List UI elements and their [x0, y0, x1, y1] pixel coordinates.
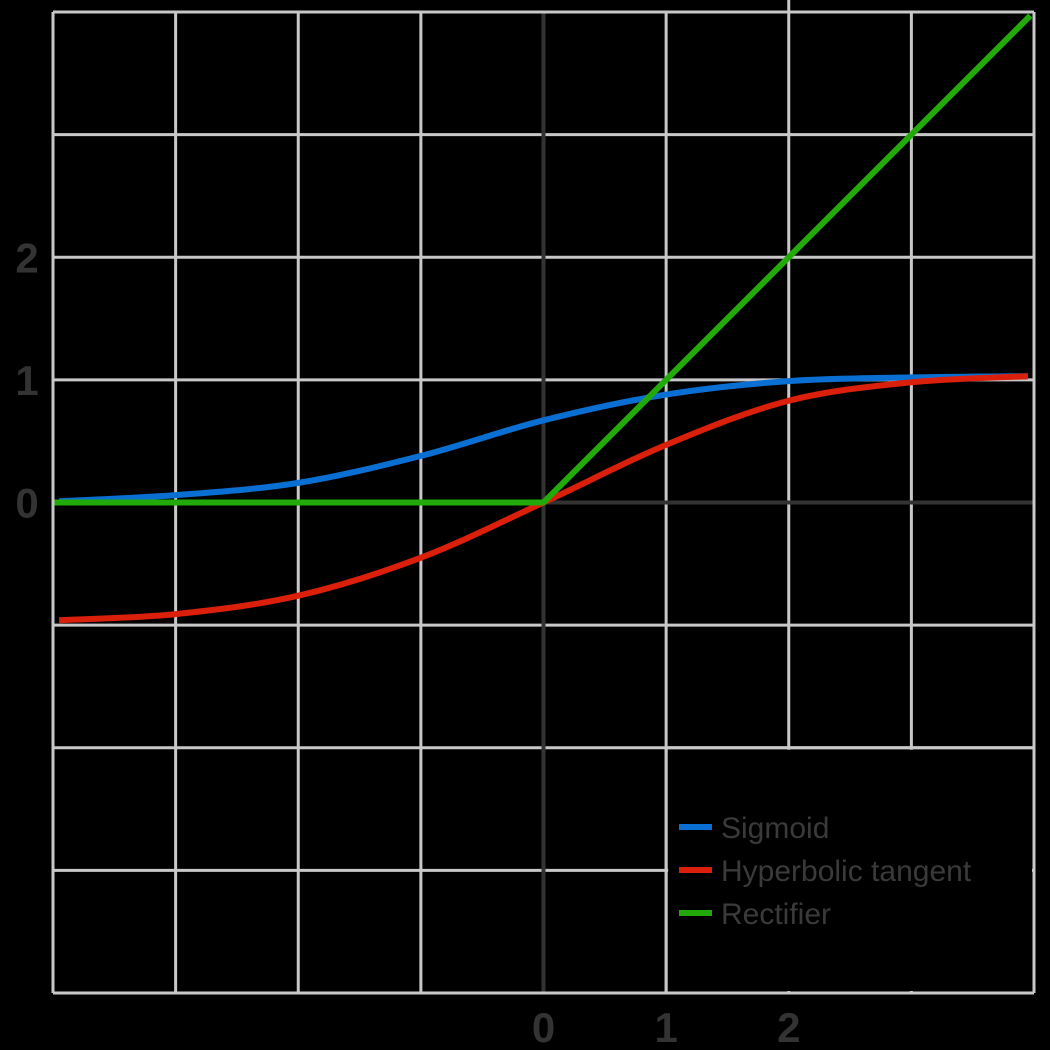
- plot-border: [51, 10, 1036, 995]
- y-axis-tick-labels: 2 1 0: [15, 234, 38, 526]
- legend-item-sigmoid: Sigmoid: [679, 812, 829, 845]
- legend-label: Rectifier: [721, 898, 831, 931]
- legend-item-hyperbolic-tangent: Hyperbolic tangent: [679, 855, 972, 888]
- y-tick-label: 2: [15, 234, 38, 281]
- series-line-rectifier: [53, 13, 1033, 506]
- y-tick-label: 0: [15, 480, 38, 527]
- x-axis-tick-labels: 0 1 2: [532, 1004, 801, 1050]
- legend-background: [668, 749, 1032, 991]
- legend-item-rectifier: Rectifier: [679, 898, 831, 931]
- series-line-sigmoid: [58, 373, 1028, 505]
- x-tick-label: 0: [532, 1004, 555, 1050]
- legend-label: Hyperbolic tangent: [721, 855, 972, 888]
- legend-label: Sigmoid: [721, 812, 829, 845]
- x-tick-label: 1: [654, 1004, 677, 1050]
- series-lines: [53, 13, 1033, 624]
- y-tick-label: 1: [15, 357, 38, 404]
- x-tick-label: 2: [777, 1004, 800, 1050]
- legend: Sigmoid Hyperbolic tangent Rectifier: [679, 812, 972, 931]
